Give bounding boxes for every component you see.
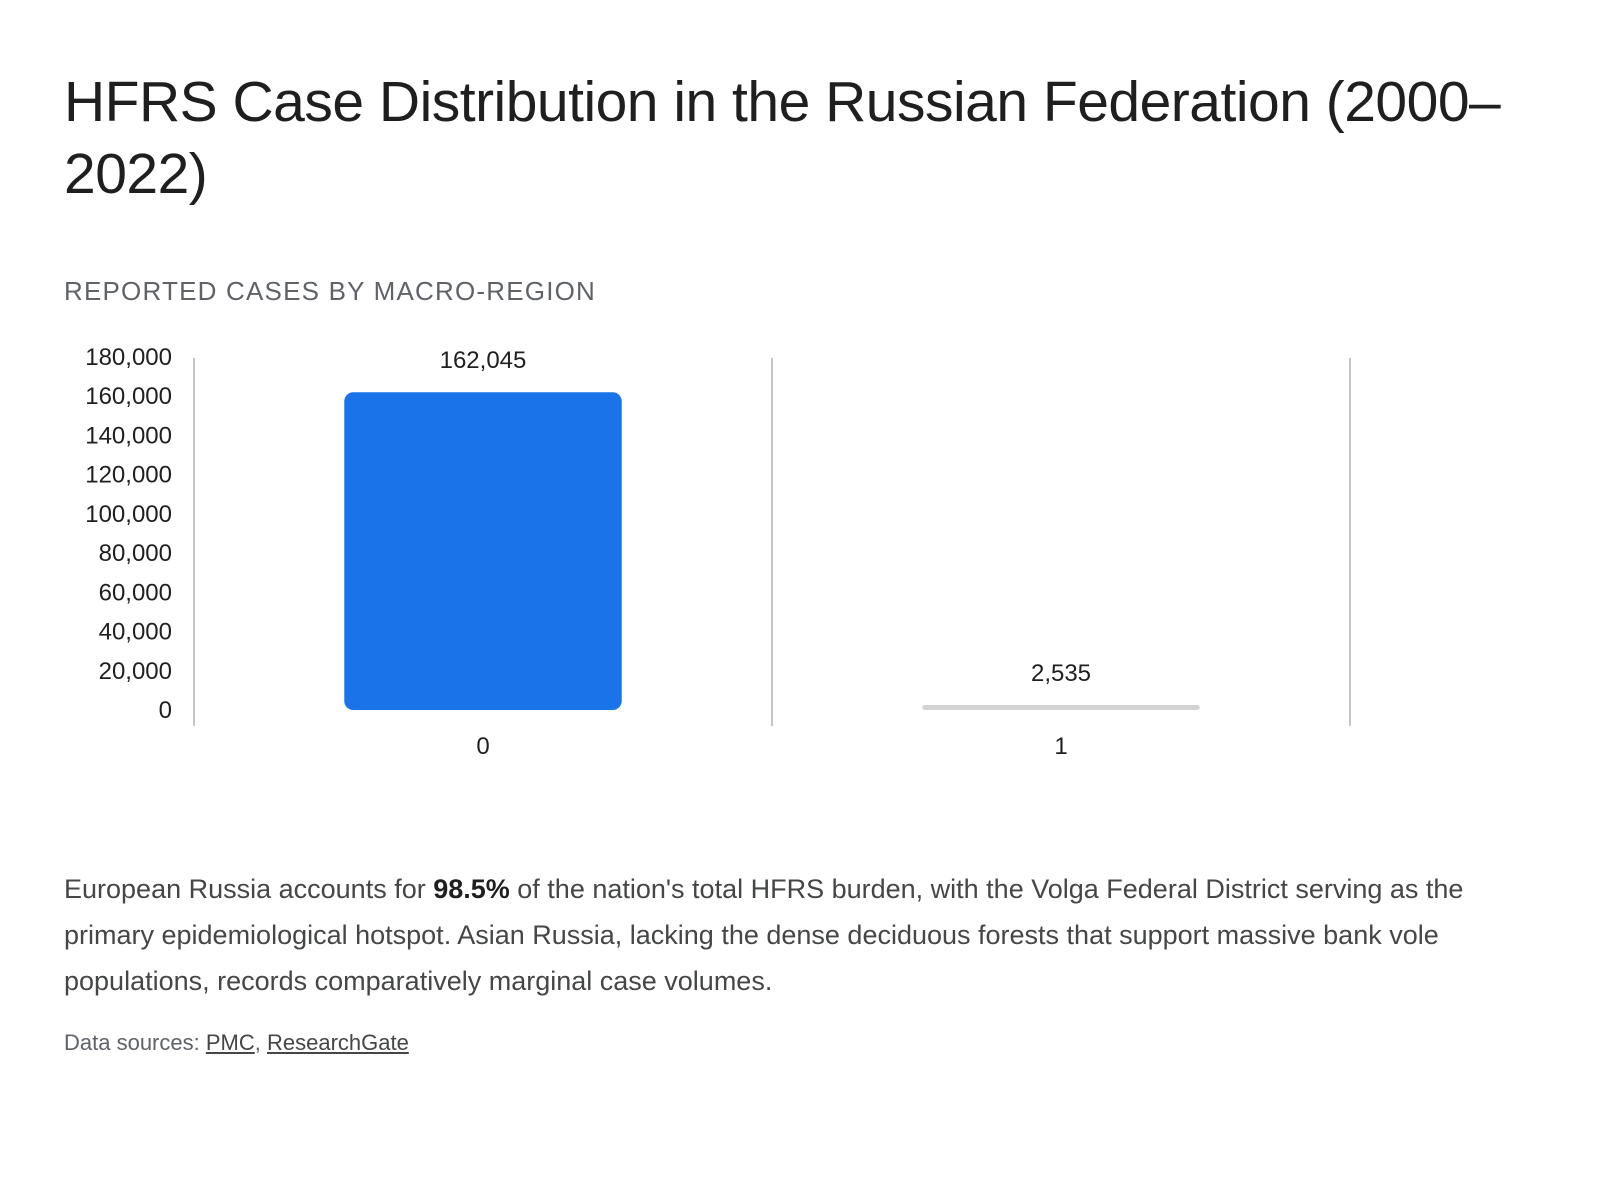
data-label-0: 162,045 — [440, 347, 527, 374]
source-link-researchgate[interactable]: ResearchGate — [266, 1030, 409, 1055]
y-tick-label: 0 — [159, 697, 172, 724]
y-tick-label: 60,000 — [99, 579, 172, 606]
chart-summary: European Russia accounts for 98.5% of th… — [64, 866, 1544, 1004]
y-tick-label: 140,000 — [85, 422, 172, 449]
chart-bars — [344, 392, 1200, 710]
bar-chart: 0 20,000 40,000 60,000 80,000 100,000 120,000 1… — [85, 344, 1351, 760]
source-link-pmc[interactable]: PMC — [205, 1030, 255, 1055]
y-tick-label: 100,000 — [85, 501, 172, 528]
chart-grid — [193, 358, 1351, 726]
summary-text-after: of the nation's total HFRS burden, with … — [64, 874, 1464, 996]
summary-text-before: European Russia accounts for — [64, 874, 434, 904]
x-tick-label-1: 1 — [1054, 733, 1067, 760]
data-label-1: 2,535 — [1031, 660, 1091, 687]
y-tick-label: 120,000 — [85, 462, 172, 489]
chart-subtitle: REPORTED CASES BY MACRO-REGION — [64, 276, 597, 306]
bar-0 — [344, 392, 622, 710]
page-title: HFRS Case Distribution in the Russian Fe… — [64, 70, 1501, 206]
y-tick-label: 160,000 — [85, 383, 172, 410]
chart-data-labels: 162,045 2,535 — [440, 347, 1091, 687]
y-tick-label: 180,000 — [85, 344, 172, 371]
x-tick-label-0: 0 — [476, 733, 489, 760]
y-axis-ticks: 0 20,000 40,000 60,000 80,000 100,000 120,000 1… — [85, 344, 172, 724]
y-tick-label: 20,000 — [99, 658, 172, 685]
page: HFRS Case Distribution in the Russian Fe… — [64, 66, 1544, 1055]
y-tick-label: 40,000 — [99, 619, 172, 646]
data-sources: Data sources: PMC, ResearchGate — [64, 1030, 409, 1056]
sources-label: Data sources: — [64, 1030, 206, 1055]
summary-highlight: 98.5% — [433, 874, 510, 904]
bar-chart-svg: 0 20,000 40,000 60,000 80,000 100,000 120,000 1… — [85, 344, 1351, 760]
bar-1 — [922, 705, 1200, 710]
sources-separator: , — [254, 1030, 267, 1055]
y-tick-label: 80,000 — [99, 540, 172, 567]
